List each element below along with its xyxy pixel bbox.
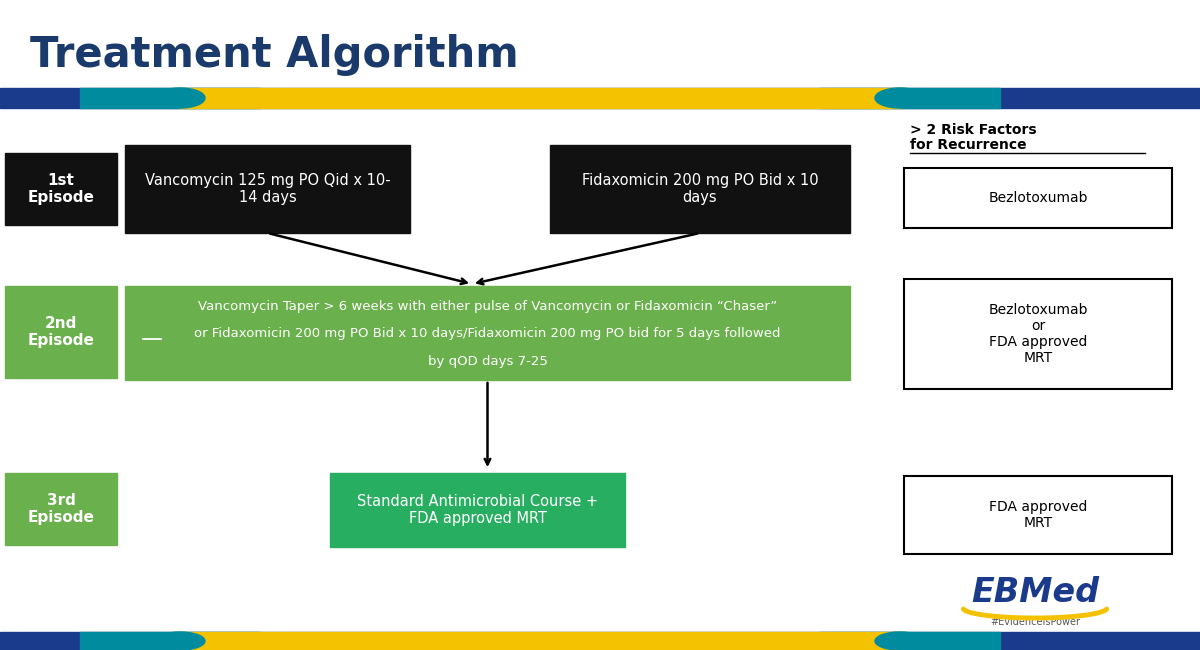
- Bar: [180, 88, 900, 108]
- Text: 1st
Episode: 1st Episode: [28, 173, 95, 205]
- Text: EBMed: EBMed: [971, 575, 1099, 608]
- Text: Fidaxomicin 200 mg PO Bid x 10
days: Fidaxomicin 200 mg PO Bid x 10 days: [582, 173, 818, 205]
- Ellipse shape: [155, 632, 205, 650]
- Text: Bezlotoxumab
or
FDA approved
MRT: Bezlotoxumab or FDA approved MRT: [989, 303, 1087, 365]
- Text: for Recurrence: for Recurrence: [910, 138, 1027, 152]
- Bar: [0, 632, 1200, 650]
- Text: by qOD days 7-25: by qOD days 7-25: [427, 355, 547, 368]
- Bar: [80, 88, 260, 108]
- Text: FDA approved
MRT: FDA approved MRT: [989, 500, 1087, 530]
- Text: Vancomycin 125 mg PO Qid x 10-
14 days: Vancomycin 125 mg PO Qid x 10- 14 days: [145, 173, 390, 205]
- Text: 3rd
Episode: 3rd Episode: [28, 493, 95, 525]
- Bar: [5, 473, 118, 545]
- Ellipse shape: [875, 632, 925, 650]
- Bar: [125, 286, 850, 380]
- Text: or Fidaxomicin 200 mg PO Bid x 10 days/Fidaxomicin 200 mg PO bid for 5 days foll: or Fidaxomicin 200 mg PO Bid x 10 days/F…: [194, 326, 781, 339]
- Bar: [5, 286, 118, 378]
- FancyBboxPatch shape: [904, 279, 1172, 389]
- Bar: [125, 145, 410, 233]
- Bar: [820, 88, 1000, 108]
- Text: #EvidenceIsPower: #EvidenceIsPower: [990, 617, 1080, 627]
- Text: 2nd
Episode: 2nd Episode: [28, 316, 95, 348]
- Bar: [550, 145, 850, 233]
- Ellipse shape: [875, 88, 925, 108]
- Text: Treatment Algorithm: Treatment Algorithm: [30, 34, 518, 76]
- FancyBboxPatch shape: [904, 168, 1172, 228]
- Text: > 2 Risk Factors: > 2 Risk Factors: [910, 123, 1037, 137]
- Text: Vancomycin Taper > 6 weeks with either pulse of Vancomycin or Fidaxomicin “Chase: Vancomycin Taper > 6 weeks with either p…: [198, 300, 778, 313]
- Text: Standard Antimicrobial Course +
FDA approved MRT: Standard Antimicrobial Course + FDA appr…: [358, 494, 598, 526]
- Bar: [0, 88, 1200, 108]
- Bar: [820, 632, 1000, 650]
- Bar: [5, 153, 118, 225]
- FancyBboxPatch shape: [904, 476, 1172, 554]
- Text: Bezlotoxumab: Bezlotoxumab: [989, 191, 1087, 205]
- Bar: [180, 632, 900, 650]
- Bar: [80, 632, 260, 650]
- Ellipse shape: [155, 88, 205, 108]
- Bar: [330, 473, 625, 547]
